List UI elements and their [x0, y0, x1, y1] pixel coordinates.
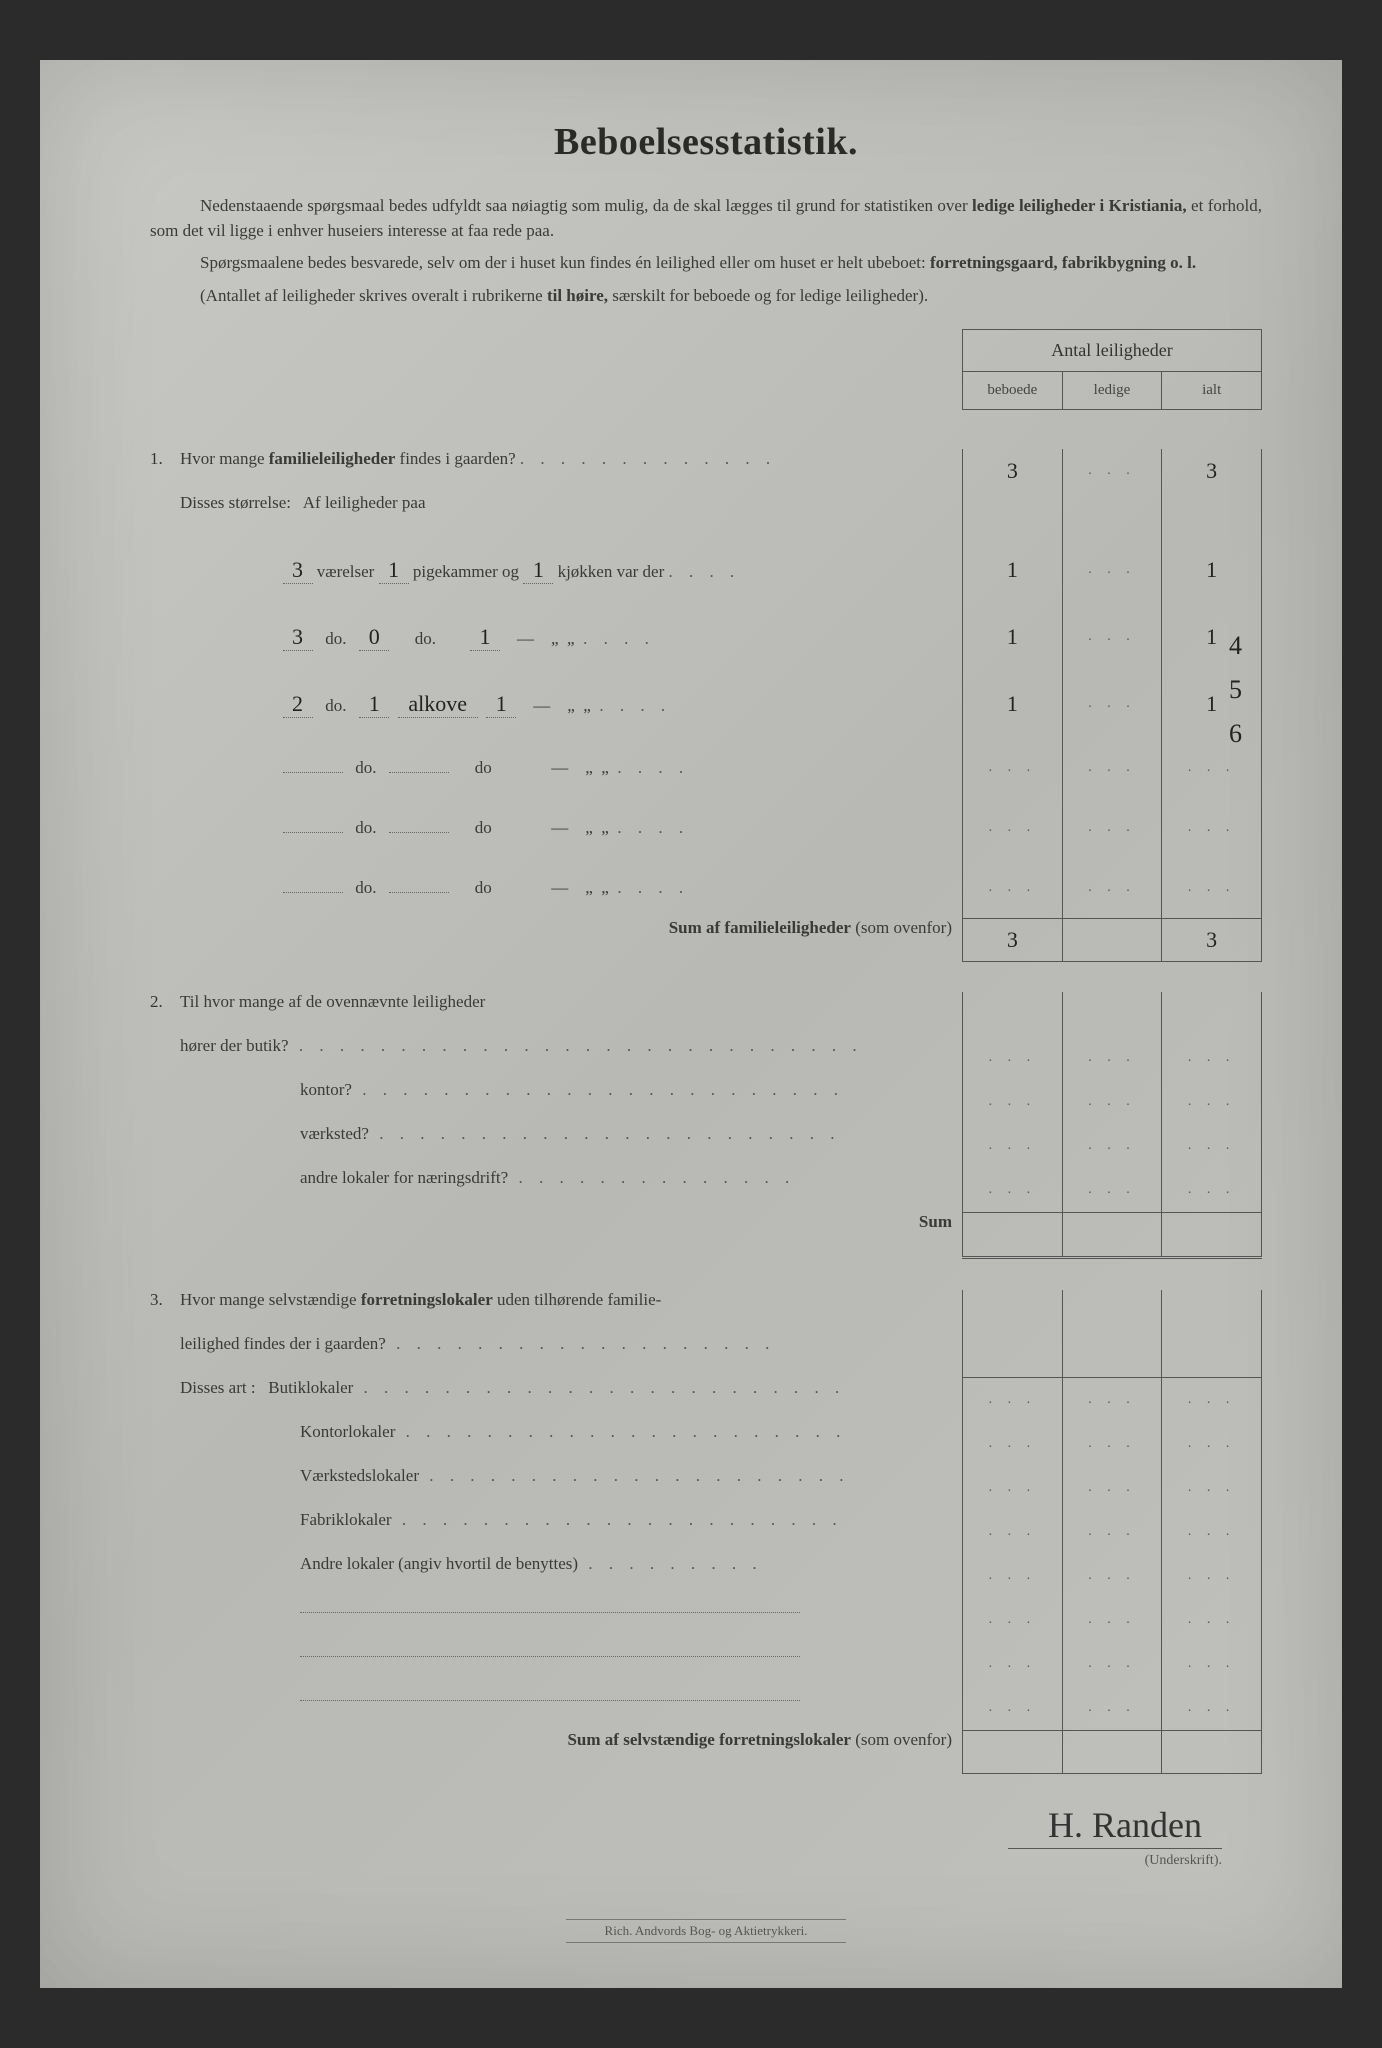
signature-block: H. Randen (Underskrift).: [150, 1804, 1262, 1869]
q2-andre: andre lokaler for næringsdrift? . . . . …: [150, 1168, 1262, 1212]
intro-para-2: Spørgsmaalene bedes besvarede, selv om d…: [150, 251, 1262, 276]
size-row-2: 3 do. 0 do. 1 — „ „ . . . . 1. . .1: [150, 604, 1262, 671]
q3-sub: Disses art : Butiklokaler . . . . . . . …: [150, 1378, 1262, 1422]
blank-row-2: . . .. . .. . .: [150, 1642, 1262, 1686]
q3-kontor: Kontorlokaler . . . . . . . . . . . . . …: [150, 1422, 1262, 1466]
q3-fabrik: Fabriklokaler . . . . . . . . . . . . . …: [150, 1510, 1262, 1554]
blank-row-1: . . .. . .. . .: [150, 1598, 1262, 1642]
q3-andre: Andre lokaler (angiv hvortil de benyttes…: [150, 1554, 1262, 1598]
q1-sub: Disses størrelse: Af leiligheder paa: [150, 493, 1262, 537]
table-header: Antal leiligheder beboede ledige ialt: [962, 329, 1262, 410]
printer-line: Rich. Andvords Bog- og Aktietrykkeri.: [566, 1919, 846, 1943]
q2-butik: hører der butik? . . . . . . . . . . . .…: [150, 1036, 1262, 1080]
col-beboede: beboede: [963, 372, 1063, 409]
page-title: Beboelsesstatistik.: [150, 120, 1262, 164]
intro-para-3: (Antallet af leiligheder skrives overalt…: [150, 284, 1262, 309]
q2-vaerksted: værksted? . . . . . . . . . . . . . . . …: [150, 1124, 1262, 1168]
signature: H. Randen: [1008, 1804, 1222, 1849]
document-page: Beboelsesstatistik. Nedenstaaende spørgs…: [40, 60, 1342, 1988]
col-ialt: ialt: [1162, 372, 1261, 409]
q3-vaerk: Værkstedslokaler . . . . . . . . . . . .…: [150, 1466, 1262, 1510]
q2-kontor: kontor? . . . . . . . . . . . . . . . . …: [150, 1080, 1262, 1124]
q1-row: 1. Hvor mange familieleiligheder findes …: [150, 449, 1262, 493]
q1-ialt: 3: [1162, 449, 1262, 493]
sum-row-1: Sum af familieleiligheder (som ovenfor) …: [150, 918, 1262, 962]
q1-beboede: 3: [963, 449, 1063, 493]
signature-label: (Underskrift).: [150, 1853, 1222, 1869]
q3-row-b: leilighed findes der i gaarden? . . . . …: [150, 1334, 1262, 1378]
q3-row-a: 3. Hvor mange selvstændige forretningslo…: [150, 1290, 1262, 1334]
size-row-5: do. do — „ „ . . . . . . .. . .. . .: [150, 798, 1262, 858]
size-row-3: 2 do. 1 alkove 1 — „ „ . . . . 1. . .1: [150, 671, 1262, 738]
margin-note-3: 6: [1229, 719, 1242, 749]
header-title: Antal leiligheder: [963, 330, 1261, 372]
q2-row: 2. Til hvor mange af de ovennævnte leili…: [150, 992, 1262, 1036]
size-row-1: 3 værelser 1 pigekammer og 1 kjøkken var…: [150, 537, 1262, 604]
q1-ledige: . . .: [1063, 449, 1163, 493]
margin-note-1: 4: [1229, 631, 1242, 661]
sum-row-3: Sum af selvstændige forretningslokaler (…: [150, 1730, 1262, 1774]
col-ledige: ledige: [1063, 372, 1163, 409]
q2-sum: Sum: [150, 1212, 1262, 1256]
margin-note-2: 5: [1229, 675, 1242, 705]
size-row-6: do. do — „ „ . . . . . . .. . .. . .: [150, 858, 1262, 918]
table-container: Antal leiligheder beboede ledige ialt 1.…: [150, 329, 1262, 1774]
intro-para-1: Nedenstaaende spørgsmaal bedes udfyldt s…: [150, 194, 1262, 243]
size-row-4: do. do — „ „ . . . . . . .. . .. . .: [150, 738, 1262, 798]
blank-row-3: . . .. . .. . .: [150, 1686, 1262, 1730]
